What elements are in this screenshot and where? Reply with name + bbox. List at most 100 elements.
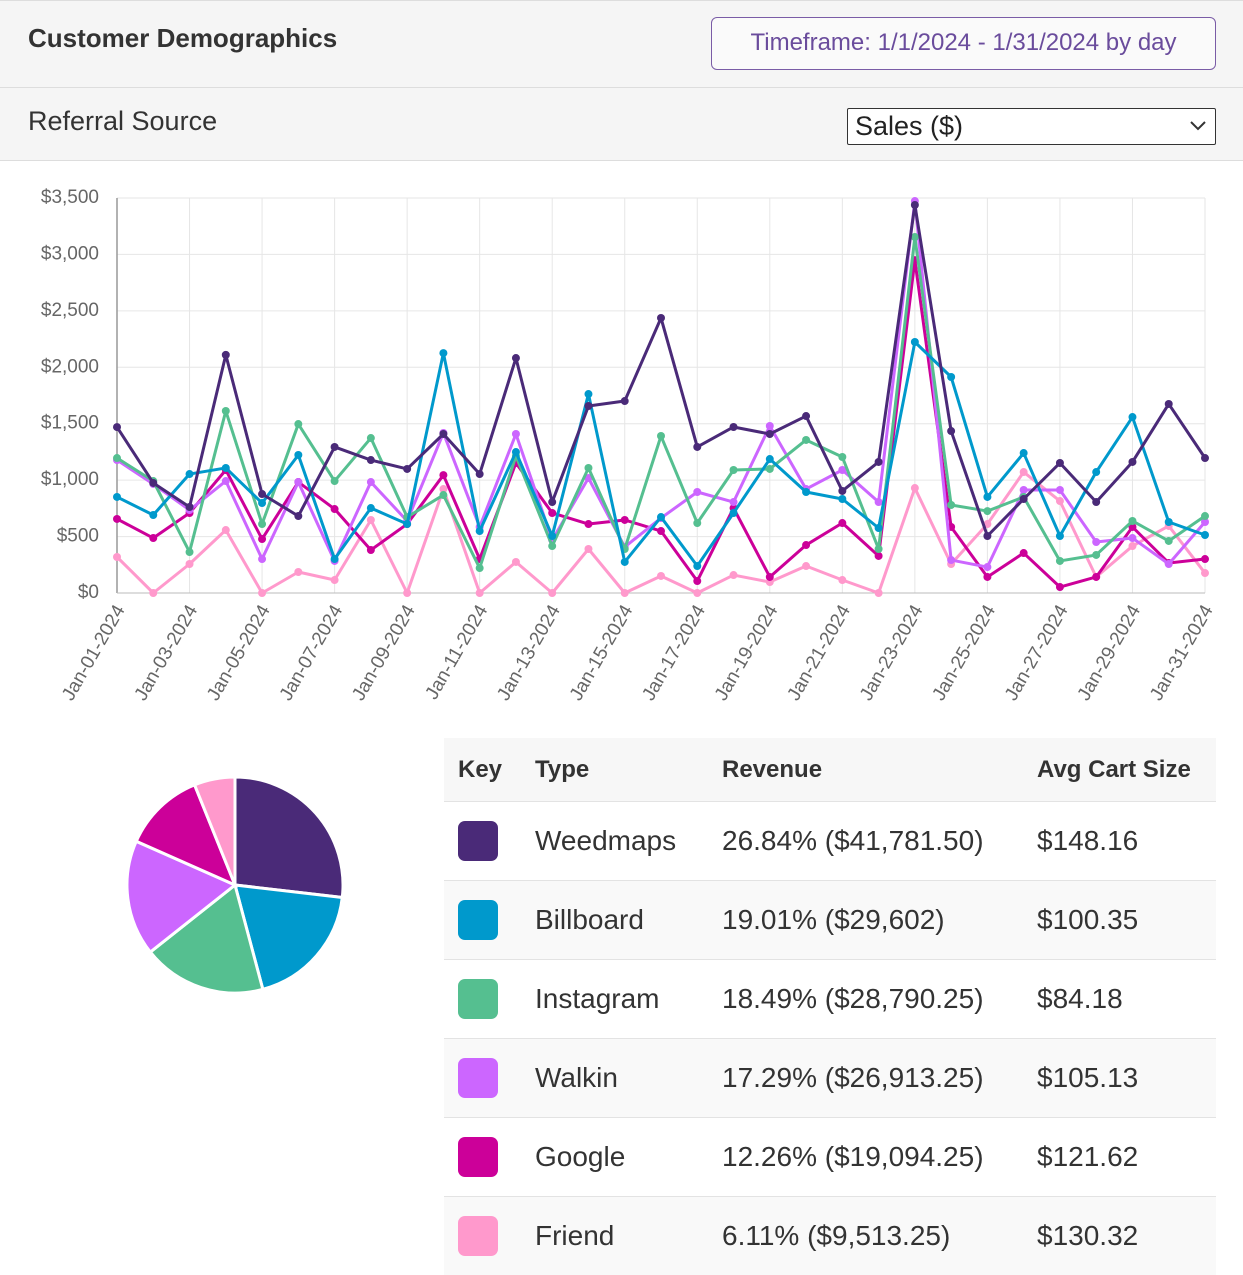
data-point <box>1128 516 1137 525</box>
data-point <box>149 589 158 597</box>
data-point <box>947 500 956 509</box>
data-point <box>1164 559 1173 568</box>
data-point <box>802 412 811 421</box>
x-tick-label: Jan-03-2024 <box>131 601 203 704</box>
data-point <box>1092 572 1101 581</box>
data-point <box>620 589 629 597</box>
data-point <box>983 563 992 572</box>
data-point <box>693 519 702 528</box>
x-tick-label: Jan-09-2024 <box>348 601 420 704</box>
x-tick-label: Jan-25-2024 <box>929 601 1001 704</box>
data-point <box>947 556 956 565</box>
data-point <box>584 544 593 553</box>
data-point <box>1128 457 1137 466</box>
data-point <box>258 589 267 597</box>
data-point <box>657 571 665 580</box>
data-point <box>874 457 883 466</box>
type-cell: Friend <box>535 1220 615 1251</box>
data-point <box>910 338 919 347</box>
data-point <box>439 349 448 358</box>
table-row: Billboard 19.01% ($29,602) $100.35 <box>444 880 1216 959</box>
x-tick-label: Jan-11-2024 <box>422 601 493 703</box>
data-point <box>330 576 339 585</box>
data-point <box>1201 569 1209 578</box>
pie-slice <box>233 775 345 900</box>
revenue-cell: 18.49% ($28,790.25) <box>722 983 984 1014</box>
data-point <box>548 498 557 507</box>
pie-slice <box>134 782 238 888</box>
avg-cart-cell: $148.16 <box>1037 825 1139 856</box>
data-point <box>1055 556 1064 565</box>
data-point <box>258 490 267 499</box>
type-cell: Weedmaps <box>535 825 677 856</box>
data-point <box>1019 468 1028 477</box>
data-point <box>1019 494 1028 503</box>
table-row: Weedmaps 26.84% ($41,781.50) $148.16 <box>444 801 1216 880</box>
data-point <box>729 508 738 517</box>
data-point <box>693 577 702 586</box>
data-point <box>113 423 121 432</box>
data-point <box>584 463 593 472</box>
metric-select[interactable]: Sales ($) <box>847 108 1216 145</box>
data-point <box>439 491 448 500</box>
color-swatch <box>458 979 498 1019</box>
avg-cart-cell: $105.13 <box>1037 1062 1139 1093</box>
data-point <box>802 562 811 571</box>
column-header: Type <box>535 755 590 783</box>
data-point <box>620 515 629 524</box>
data-point <box>1201 530 1209 539</box>
data-point <box>475 470 484 479</box>
data-point <box>1128 542 1137 551</box>
data-point <box>1055 497 1064 506</box>
data-point <box>947 372 956 381</box>
data-point <box>330 555 339 564</box>
pie-slice <box>125 839 238 955</box>
data-point <box>366 546 375 555</box>
color-swatch <box>458 821 498 861</box>
data-point <box>113 552 121 561</box>
select-value: Sales ($) <box>855 111 964 141</box>
data-point <box>113 492 121 501</box>
data-point <box>1055 458 1064 467</box>
data-point <box>1055 485 1064 494</box>
data-point <box>330 477 339 486</box>
type-cell: Google <box>535 1141 626 1172</box>
x-tick-label: Jan-05-2024 <box>203 601 275 704</box>
data-point <box>366 504 375 513</box>
data-point <box>947 427 956 436</box>
data-point <box>693 442 702 451</box>
data-point <box>657 513 665 522</box>
y-tick-label: $0 <box>78 582 99 603</box>
data-point <box>1019 549 1028 558</box>
header-bar: Customer Demographics Timeframe: 1/1/202… <box>0 0 1243 88</box>
data-point <box>258 535 267 544</box>
y-tick-label: $3,500 <box>41 187 99 208</box>
data-point <box>620 557 629 566</box>
charts: $0 $500 $1,000 $1,500 $2,000 $2,500 $3,000 $3,5… <box>41 187 1218 995</box>
data-point <box>729 498 738 507</box>
data-point <box>185 503 194 512</box>
color-swatch <box>458 1216 498 1256</box>
data-point <box>874 498 883 507</box>
timeframe-button[interactable]: Timeframe: 1/1/2024 - 1/31/2024 by day <box>711 17 1216 70</box>
page-title: Customer Demographics <box>28 23 338 53</box>
pie-slice <box>192 775 237 886</box>
revenue-cell: 26.84% ($41,781.50) <box>722 825 984 856</box>
data-point <box>765 429 774 438</box>
data-point <box>1164 399 1173 408</box>
data-point <box>366 515 375 524</box>
data-point <box>294 512 303 521</box>
data-point <box>584 390 593 399</box>
x-tick-label: Jan-27-2024 <box>1001 601 1073 704</box>
x-tick-label: Jan-21-2024 <box>783 601 855 704</box>
data-point <box>475 564 484 573</box>
revenue-cell: 19.01% ($29,602) <box>722 904 945 935</box>
y-tick-label: $3,000 <box>41 243 99 264</box>
data-point <box>620 397 629 406</box>
data-point <box>729 422 738 431</box>
data-point <box>548 532 557 541</box>
data-point <box>221 406 230 415</box>
data-point <box>294 478 303 487</box>
data-point <box>258 555 267 564</box>
data-point <box>221 477 230 486</box>
